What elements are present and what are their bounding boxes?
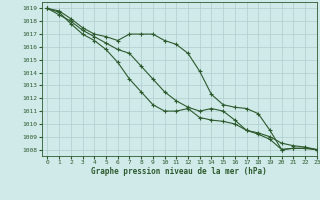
X-axis label: Graphe pression niveau de la mer (hPa): Graphe pression niveau de la mer (hPa) (91, 167, 267, 176)
